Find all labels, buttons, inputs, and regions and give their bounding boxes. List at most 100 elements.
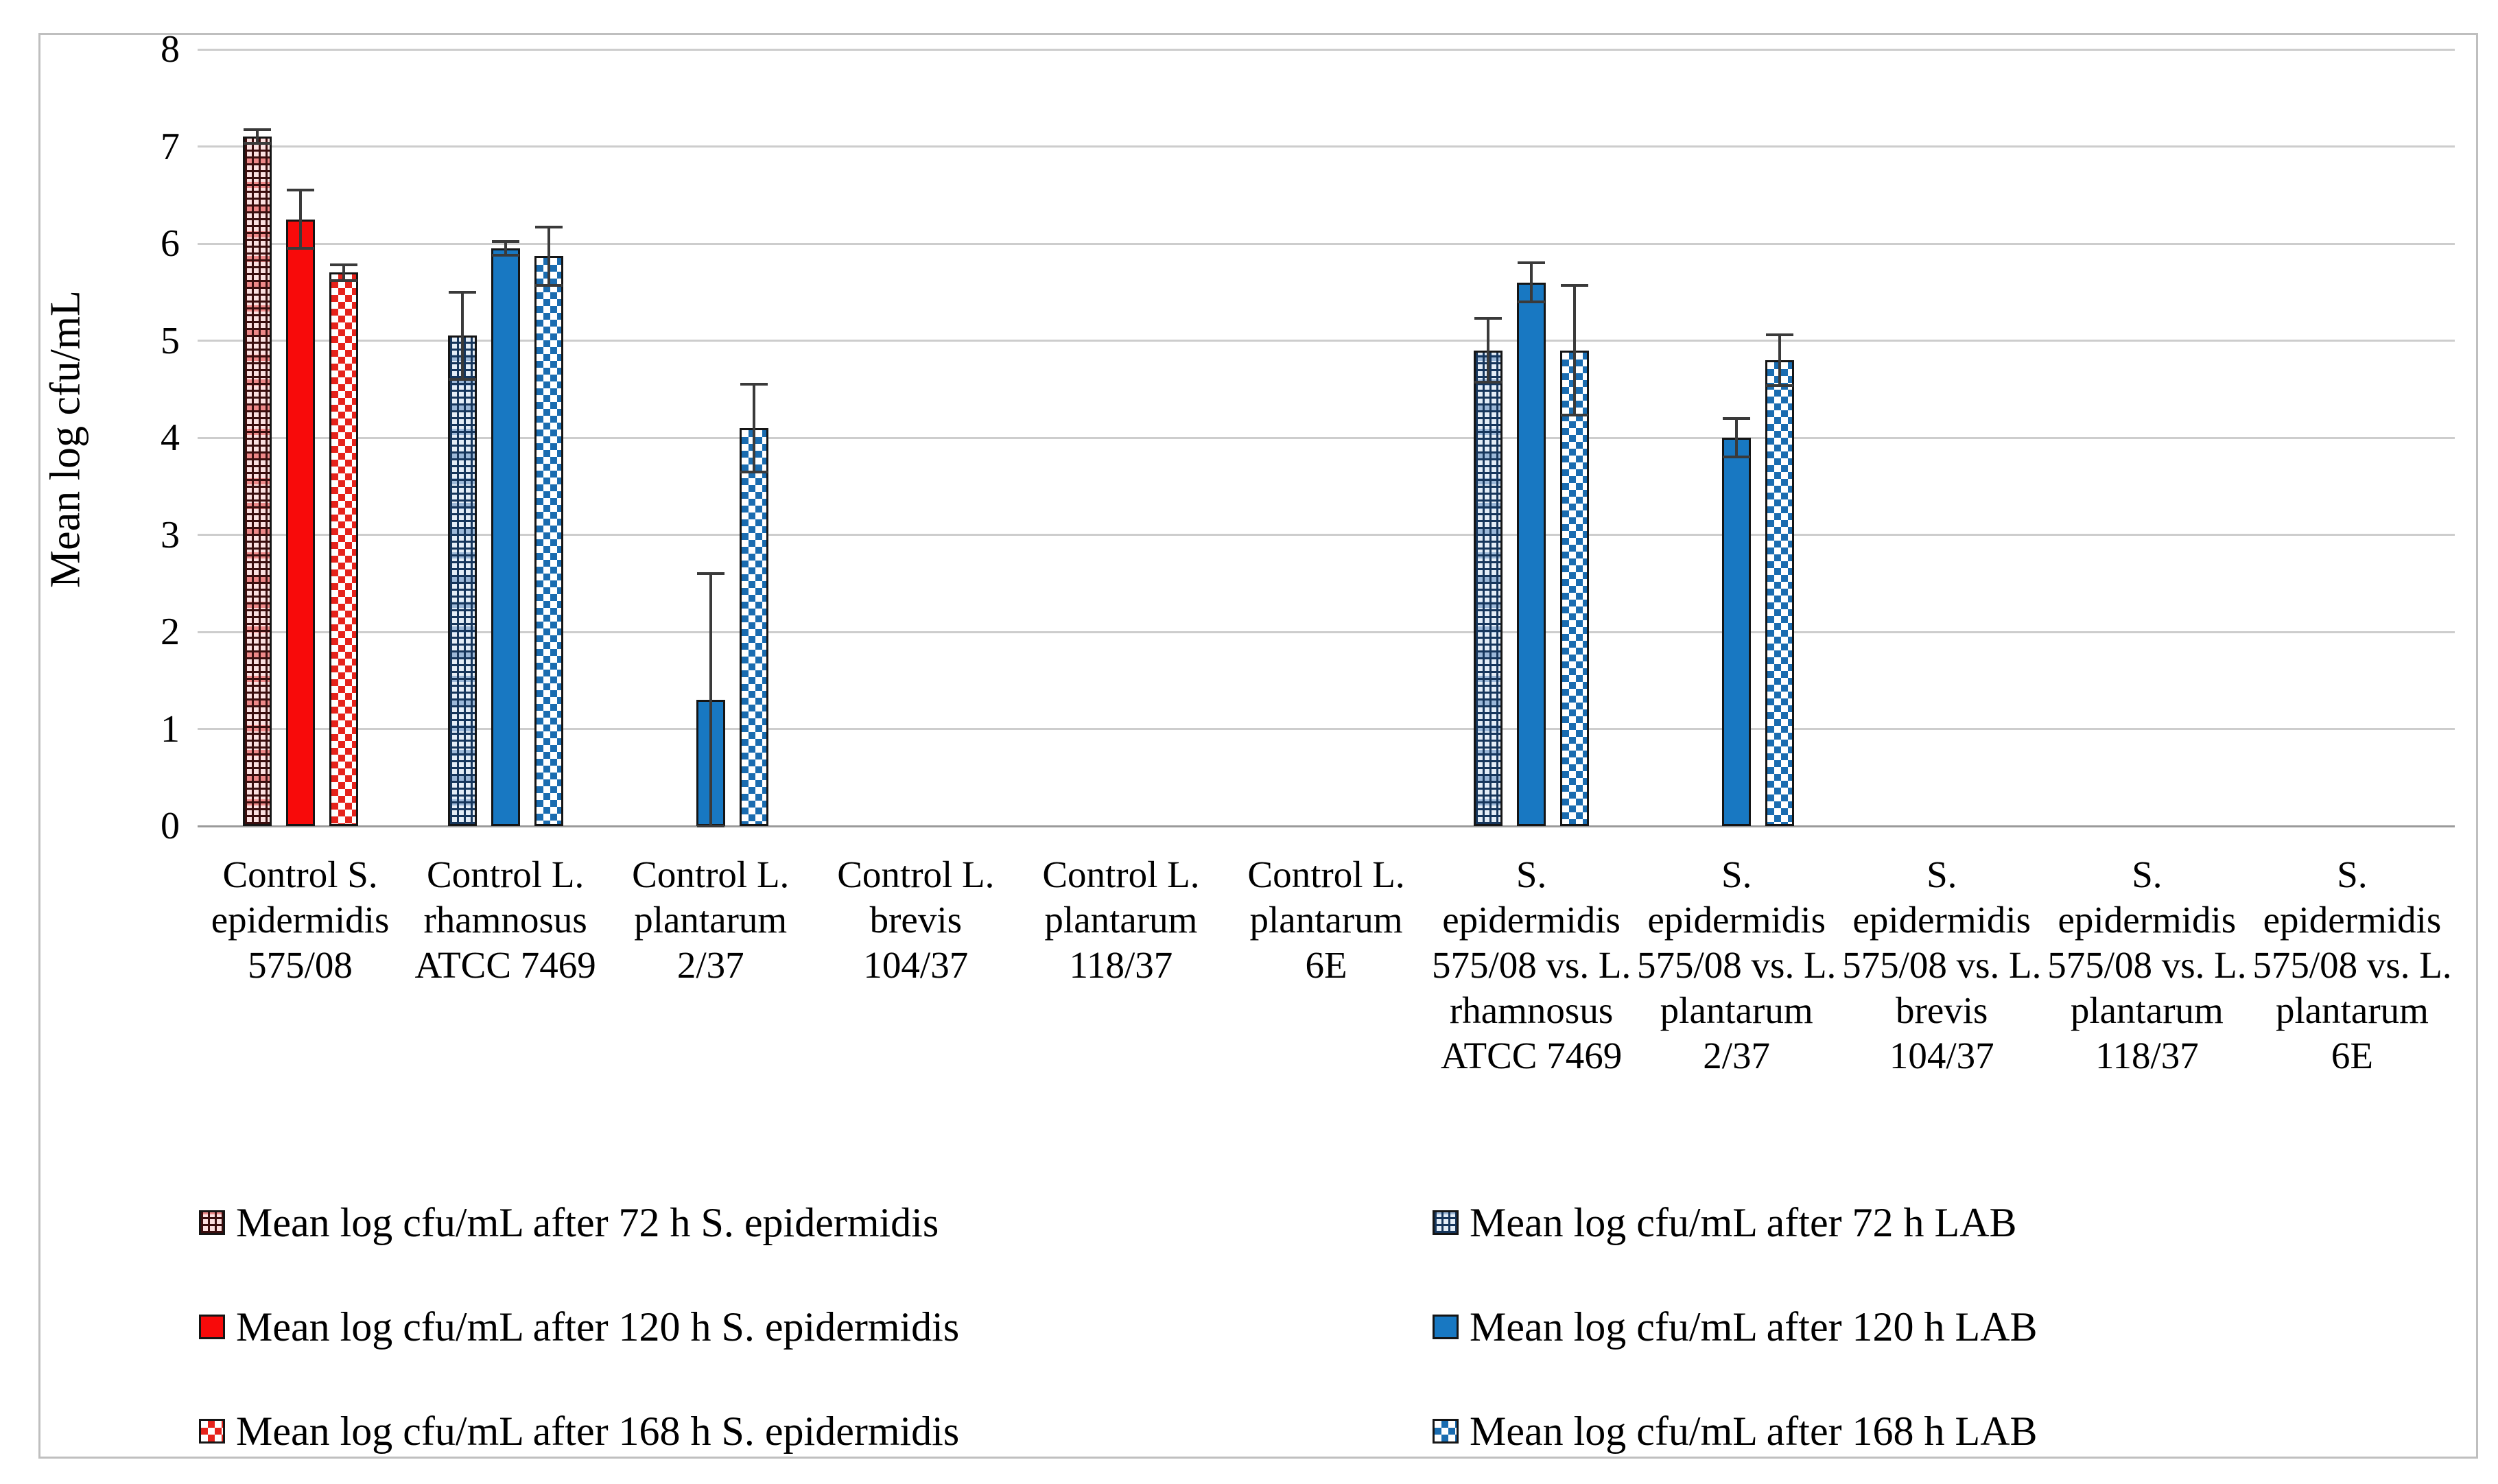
gridline-y-2 bbox=[198, 631, 2455, 633]
legend-item: Mean log cfu/mL after 168 h S. epidermid… bbox=[199, 1404, 959, 1459]
legend-swatch-grid-red bbox=[199, 1210, 225, 1235]
gridline-y-1 bbox=[198, 728, 2455, 730]
category-label-line: 575/08 vs. L. bbox=[1431, 944, 1631, 986]
error-bar-line bbox=[1573, 285, 1577, 416]
legend-label: Mean log cfu/mL after 120 h LAB bbox=[1470, 1304, 2038, 1350]
error-bar-cap-top bbox=[243, 128, 271, 132]
legend-item: Mean log cfu/mL after 120 h LAB bbox=[1433, 1299, 2038, 1354]
legend-label: Mean log cfu/mL after 168 h S. epidermid… bbox=[236, 1408, 960, 1454]
error-bar-line bbox=[504, 242, 507, 255]
category-label-line: Control L. bbox=[427, 853, 585, 895]
error-bar-cap-bottom bbox=[491, 253, 519, 257]
error-bar-cap-bottom bbox=[1723, 456, 1751, 459]
error-bar-cap-bottom bbox=[740, 470, 768, 473]
bar-series-2-cat-0 bbox=[329, 272, 358, 826]
x-axis-line bbox=[198, 825, 2455, 827]
error-bar-cap-top bbox=[1723, 416, 1751, 420]
error-bar-line bbox=[1530, 263, 1533, 302]
category-label-line: plantarum bbox=[2070, 989, 2224, 1031]
category-label-line: 104/37 bbox=[1889, 1035, 1994, 1076]
category-label-line: epidermidis bbox=[1647, 899, 1826, 941]
bar-series-3-cat-1 bbox=[447, 335, 477, 826]
error-bar-line bbox=[547, 226, 550, 285]
category-label-line: epidermidis bbox=[2058, 899, 2237, 941]
category-label-line: epidermidis bbox=[2263, 899, 2442, 941]
category-label-line: Control L. bbox=[632, 853, 790, 895]
category-label-line: S. bbox=[1926, 853, 1957, 895]
category-label-line: ATCC 7469 bbox=[1440, 1035, 1623, 1076]
error-bar-cap-top bbox=[1561, 283, 1589, 287]
error-bar-cap-top bbox=[286, 189, 314, 192]
y-tick-label-0: 0 bbox=[161, 805, 180, 847]
category-label-7: S. epidermidis 575/08 vs. L. rhamnosus ATCC … bbox=[1432, 852, 1631, 1079]
category-label-line: 575/08 bbox=[248, 944, 353, 986]
error-bar-cap-bottom bbox=[534, 283, 563, 287]
error-bar-line bbox=[342, 265, 345, 281]
error-bar-cap-top bbox=[491, 240, 519, 244]
category-label-9: S. epidermidis 575/08 vs. L. brevis 104/37 bbox=[1842, 852, 2041, 1079]
category-label-line: Control L. bbox=[1247, 853, 1405, 895]
category-label-line: plantarum bbox=[1660, 989, 1813, 1031]
gridline-y-8 bbox=[198, 48, 2455, 51]
error-bar-line bbox=[460, 292, 464, 380]
gridline-y-7 bbox=[198, 145, 2455, 148]
legend-label: Mean log cfu/mL after 120 h S. epidermid… bbox=[236, 1304, 960, 1350]
y-tick-label-7: 7 bbox=[161, 125, 180, 168]
error-bar-cap-bottom bbox=[1474, 381, 1503, 384]
bar-series-5-cat-1 bbox=[534, 256, 563, 826]
category-label-line: S. bbox=[1721, 853, 1752, 895]
legend-item: Mean log cfu/mL after 72 h LAB bbox=[1433, 1195, 2017, 1250]
y-tick-label-4: 4 bbox=[161, 416, 180, 459]
bar-series-5-cat-6 bbox=[1560, 350, 1590, 826]
legend-swatch-checker-blue bbox=[1433, 1419, 1459, 1444]
error-bar-line bbox=[298, 190, 302, 249]
bar-series-4-cat-7 bbox=[1722, 438, 1752, 826]
error-bar-cap-bottom bbox=[1766, 384, 1794, 387]
error-bar-cap-top bbox=[448, 290, 476, 294]
category-label-line: epidermidis bbox=[1442, 899, 1621, 941]
category-label-line: Control S. bbox=[222, 853, 378, 895]
category-label-line: S. bbox=[1516, 853, 1547, 895]
legend-swatch-grid-blue bbox=[1433, 1210, 1459, 1235]
category-label-line: plantarum bbox=[634, 899, 788, 941]
y-tick-label-2: 2 bbox=[161, 611, 180, 653]
category-label-line: 2/37 bbox=[1703, 1035, 1771, 1076]
error-bar-line bbox=[1735, 418, 1739, 458]
category-label-line: 6E bbox=[2331, 1035, 2373, 1076]
error-bar-cap-top bbox=[534, 225, 563, 228]
bar-series-3-cat-6 bbox=[1474, 350, 1503, 826]
category-label-1: Control S. epidermidis 575/08 bbox=[211, 852, 390, 988]
category-label-line: S. bbox=[2132, 853, 2163, 895]
legend-swatch-solid-red bbox=[199, 1315, 225, 1339]
legend-item: Mean log cfu/mL after 168 h LAB bbox=[1433, 1404, 2038, 1459]
error-bar-cap-top bbox=[1474, 316, 1503, 320]
legend-label: Mean log cfu/mL after 72 h LAB bbox=[1470, 1199, 2017, 1245]
legend-item: Mean log cfu/mL after 120 h S. epidermid… bbox=[199, 1299, 959, 1354]
y-tick-label-6: 6 bbox=[161, 222, 180, 265]
gridline-y-4 bbox=[198, 436, 2455, 439]
category-label-8: S. epidermidis 575/08 vs. L. plantarum 2/37 bbox=[1637, 852, 1836, 1079]
bar-series-0-cat-0 bbox=[242, 137, 272, 826]
legend-swatch-checker-red bbox=[199, 1419, 225, 1444]
category-label-line: 575/08 vs. L. bbox=[1842, 944, 2042, 986]
category-label-line: brevis bbox=[1896, 989, 1988, 1031]
error-bar-cap-top bbox=[329, 263, 357, 267]
gridline-y-5 bbox=[198, 340, 2455, 342]
y-tick-label-8: 8 bbox=[161, 28, 180, 71]
bar-series-4-cat-6 bbox=[1517, 282, 1546, 826]
category-label-line: epidermidis bbox=[211, 899, 390, 941]
category-label-11: S. epidermidis 575/08 vs. L. plantarum 6E bbox=[2252, 852, 2451, 1079]
error-bar-cap-bottom bbox=[696, 825, 724, 827]
category-label-line: 2/37 bbox=[676, 944, 744, 986]
error-bar-cap-top bbox=[1766, 333, 1794, 336]
category-label-line: 6E bbox=[1305, 944, 1347, 986]
category-label-4: Control L. brevis 104/37 bbox=[837, 852, 994, 988]
bar-series-5-cat-2 bbox=[739, 427, 768, 826]
legend-label: Mean log cfu/mL after 168 h LAB bbox=[1470, 1408, 2038, 1454]
error-bar-line bbox=[255, 130, 259, 144]
category-label-line: rhamnosus bbox=[423, 899, 587, 941]
category-label-line: plantarum bbox=[1044, 899, 1198, 941]
category-label-2: Control L. rhamnosus ATCC 7469 bbox=[414, 852, 596, 988]
category-label-line: 575/08 vs. L. bbox=[1637, 944, 1837, 986]
